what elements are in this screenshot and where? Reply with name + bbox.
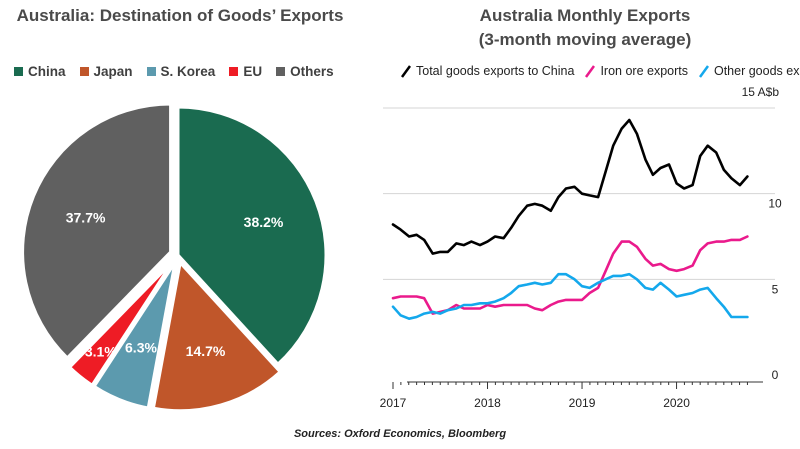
pie-legend-label: S. Korea	[160, 64, 216, 79]
legend-line-icon	[585, 65, 596, 78]
line-legend-label: Total goods exports to China	[416, 64, 575, 78]
pie-value-label: 37.7%	[66, 209, 106, 225]
line-legend-label: Iron ore exports	[600, 64, 688, 78]
pie-legend-label: Japan	[93, 64, 133, 79]
line-legend-item: Other goods exports	[698, 64, 800, 78]
pie-slice-eu	[67, 260, 175, 388]
legend-swatch	[146, 67, 156, 76]
pie-legend-item: S. Korea	[146, 64, 216, 79]
line-legend: Total goods exports to China Iron ore exp…	[400, 64, 800, 78]
source-note: Sources: Oxford Economics, Bloomberg	[293, 428, 507, 440]
pie-slice-others	[21, 102, 173, 361]
pie-slice-china	[176, 105, 328, 367]
pie-chart-title: Australia: Destination of Goods’ Exports	[16, 6, 344, 25]
pie-legend-label: EU	[243, 64, 263, 79]
pie-slice-japan	[151, 259, 283, 413]
y-tick-label: 10	[768, 197, 782, 211]
line-legend-label: Other goods exports	[713, 64, 800, 78]
pie-value-label: 38.2%	[244, 214, 284, 230]
legend-line-icon	[698, 65, 709, 78]
pie-legend-item: EU	[229, 64, 262, 79]
pie-legend-item: Japan	[79, 64, 133, 79]
line-legend-item: Total goods exports to China	[400, 64, 574, 78]
pie-legend-label: China	[28, 64, 66, 79]
line-legend-item: Iron ore exports	[584, 64, 688, 78]
x-tick-label: 2018	[474, 396, 501, 410]
pie-legend-label: Others	[290, 64, 334, 79]
line-chart: 15 A$b 10 5 0 2017 2018 2019 2020	[380, 85, 782, 410]
legend-swatch	[276, 67, 286, 76]
series-line-iron-ore-exports	[391, 235, 749, 315]
pie-value-label: 14.7%	[186, 343, 226, 359]
pie-legend-item: Others	[276, 64, 334, 79]
x-tick-label: 2017	[380, 396, 407, 410]
line-chart-title: Australia Monthly Exports (3-month movin…	[420, 4, 750, 52]
legend-swatch	[14, 67, 23, 76]
legend-swatch	[229, 67, 239, 76]
pie-value-label: 3.1%	[85, 343, 117, 359]
pie-legend: China Japan S. Korea EU Others	[14, 64, 334, 79]
y-tick-label: 0	[772, 368, 779, 382]
pie-chart: 38.2% 14.7% 6.3% 3.1% 37.7%	[21, 102, 328, 413]
legend-line-icon	[400, 65, 412, 78]
x-tick-label: 2019	[569, 396, 596, 410]
y-unit-label: 15 A$b	[742, 85, 780, 99]
series-line-other-goods-exports	[391, 272, 749, 320]
pie-legend-item: China	[14, 64, 66, 79]
pie-slice-s-korea	[92, 261, 177, 410]
line-chart-title-main: Australia Monthly Exports	[479, 6, 691, 25]
y-tick-label: 5	[772, 282, 779, 296]
legend-swatch	[79, 67, 89, 76]
pie-value-label: 6.3%	[125, 340, 157, 356]
x-tick-label: 2020	[663, 396, 690, 410]
line-chart-subtitle: (3-month moving average)	[478, 30, 692, 49]
series-line-total-goods-exports-to-china	[391, 118, 749, 255]
